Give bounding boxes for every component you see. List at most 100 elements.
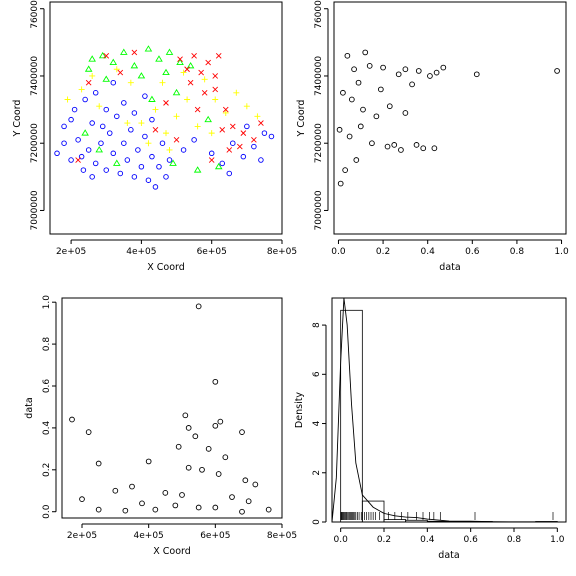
- y-tick-label: 7400000: [30, 56, 40, 96]
- map-point-plus: [163, 130, 169, 137]
- map-point-plus: [138, 120, 145, 127]
- scatter-point: [344, 52, 351, 59]
- scatter-point: [112, 487, 119, 494]
- map-point-triangle: [214, 162, 223, 170]
- histogram-bar: [405, 519, 428, 523]
- y-tick-label: 0.4: [42, 420, 52, 435]
- x-tick-label: 6e+05: [200, 531, 230, 541]
- panel-map: 2e+05 4e+05 6e+05 8e+05 7000000 7200000 740000…: [12, 0, 297, 273]
- scatter-point: [152, 506, 159, 513]
- map-point-circle: [121, 140, 127, 146]
- map-point-cross: [258, 120, 264, 126]
- map-point-triangle: [137, 72, 146, 79]
- x-tick-label: 0.4: [420, 535, 435, 545]
- plot-frame: [333, 1, 567, 235]
- y-tick-label: 8: [312, 322, 322, 328]
- map-point-circle: [163, 174, 169, 180]
- map-point-triangle: [186, 62, 195, 69]
- map-point-circle: [103, 106, 109, 113]
- x-tick-label: 2e+05: [56, 247, 86, 257]
- map-point-triangle: [120, 48, 128, 55]
- map-point-circle: [114, 113, 120, 120]
- y-tick-label: 4: [312, 420, 322, 426]
- scatter-point: [357, 123, 364, 130]
- map-point-cross: [212, 86, 219, 93]
- y-tick-label: 7000000: [314, 190, 324, 230]
- map-point-triangle: [130, 62, 139, 69]
- scatter-point: [162, 490, 169, 496]
- x-axis-label: X Coord: [147, 262, 185, 273]
- scatter-point: [205, 446, 212, 452]
- map-point-triangle: [95, 146, 104, 153]
- map-point-plus: [184, 96, 191, 103]
- y-tick-label: 7200000: [314, 123, 324, 163]
- scatter-point: [473, 71, 480, 78]
- scatter-point: [427, 73, 433, 79]
- map-point-triangle: [98, 51, 107, 59]
- scatter-point: [245, 498, 252, 505]
- y-tick-label: 0.0: [42, 504, 52, 519]
- scatter-point: [239, 508, 245, 515]
- x-tick-label: 0.2: [376, 247, 390, 257]
- map-point-circle: [251, 143, 257, 150]
- map-point-circle: [110, 79, 117, 86]
- y-tick-label: 7000000: [30, 190, 40, 230]
- scatter-point: [409, 81, 415, 88]
- scatter-point: [377, 86, 384, 93]
- map-point-circle: [71, 106, 78, 113]
- map-point-circle: [226, 170, 233, 177]
- scatter-point: [217, 418, 224, 425]
- map-point-plus: [145, 140, 152, 147]
- map-point-circle: [75, 137, 81, 143]
- y-axis-label: Density: [294, 392, 305, 428]
- map-point-cross: [236, 143, 243, 150]
- map-point-cross: [177, 56, 183, 62]
- histogram-bar: [340, 309, 363, 523]
- map-point-cross: [240, 130, 247, 136]
- map-point-plus: [212, 96, 219, 103]
- scatter-point: [182, 412, 189, 419]
- map-point-circle: [191, 137, 197, 143]
- map-point-plus: [64, 96, 71, 103]
- scatter-point: [420, 145, 427, 152]
- x-axis-label: X Coord: [153, 546, 191, 557]
- y-tick-label: 7600000: [314, 0, 324, 29]
- panel-x-vs-data: 2e+05 4e+05 6e+05 8e+05 0.0 0.2 0.4 0.6 0.8 1.0 X …: [24, 295, 297, 557]
- scatter-point: [391, 142, 398, 148]
- map-point-triangle: [84, 65, 93, 72]
- x-tick-label: 0.2: [377, 535, 391, 545]
- map-point-circle: [142, 93, 148, 99]
- scatter-point: [398, 147, 404, 153]
- map-point-circle: [85, 147, 92, 153]
- map-point-circle: [159, 140, 166, 146]
- scatter-point: [353, 157, 360, 163]
- scatter-point: [360, 106, 366, 113]
- map-point-circle: [89, 174, 95, 180]
- scatter-point: [139, 500, 145, 507]
- scatter-point: [402, 66, 409, 73]
- scatter-point: [415, 68, 422, 74]
- y-tick-label: 6: [312, 371, 322, 377]
- scatter-point: [402, 110, 409, 116]
- map-point-circle: [166, 157, 173, 163]
- scatter-point: [380, 64, 386, 71]
- map-point-circle: [54, 150, 60, 157]
- scatter-point: [199, 466, 205, 473]
- scatter-point: [212, 422, 219, 429]
- density-curve: [331, 297, 558, 523]
- map-point-circle: [131, 174, 138, 180]
- map-point-circle: [103, 167, 109, 173]
- x-tick-label: 6e+05: [197, 247, 227, 257]
- x-tick-label: 0.0: [334, 535, 349, 545]
- x-tick-label: 0.0: [331, 247, 346, 257]
- map-point-triangle: [88, 55, 96, 62]
- map-point-plus: [124, 120, 131, 127]
- map-point-triangle: [148, 95, 156, 102]
- map-point-cross: [117, 69, 124, 76]
- scatter-point: [195, 504, 202, 511]
- plot-frame: [331, 297, 567, 523]
- map-point-cross: [103, 52, 110, 59]
- scatter-point: [242, 477, 249, 484]
- scatter-point: [145, 458, 152, 465]
- map-point-plus: [194, 123, 201, 130]
